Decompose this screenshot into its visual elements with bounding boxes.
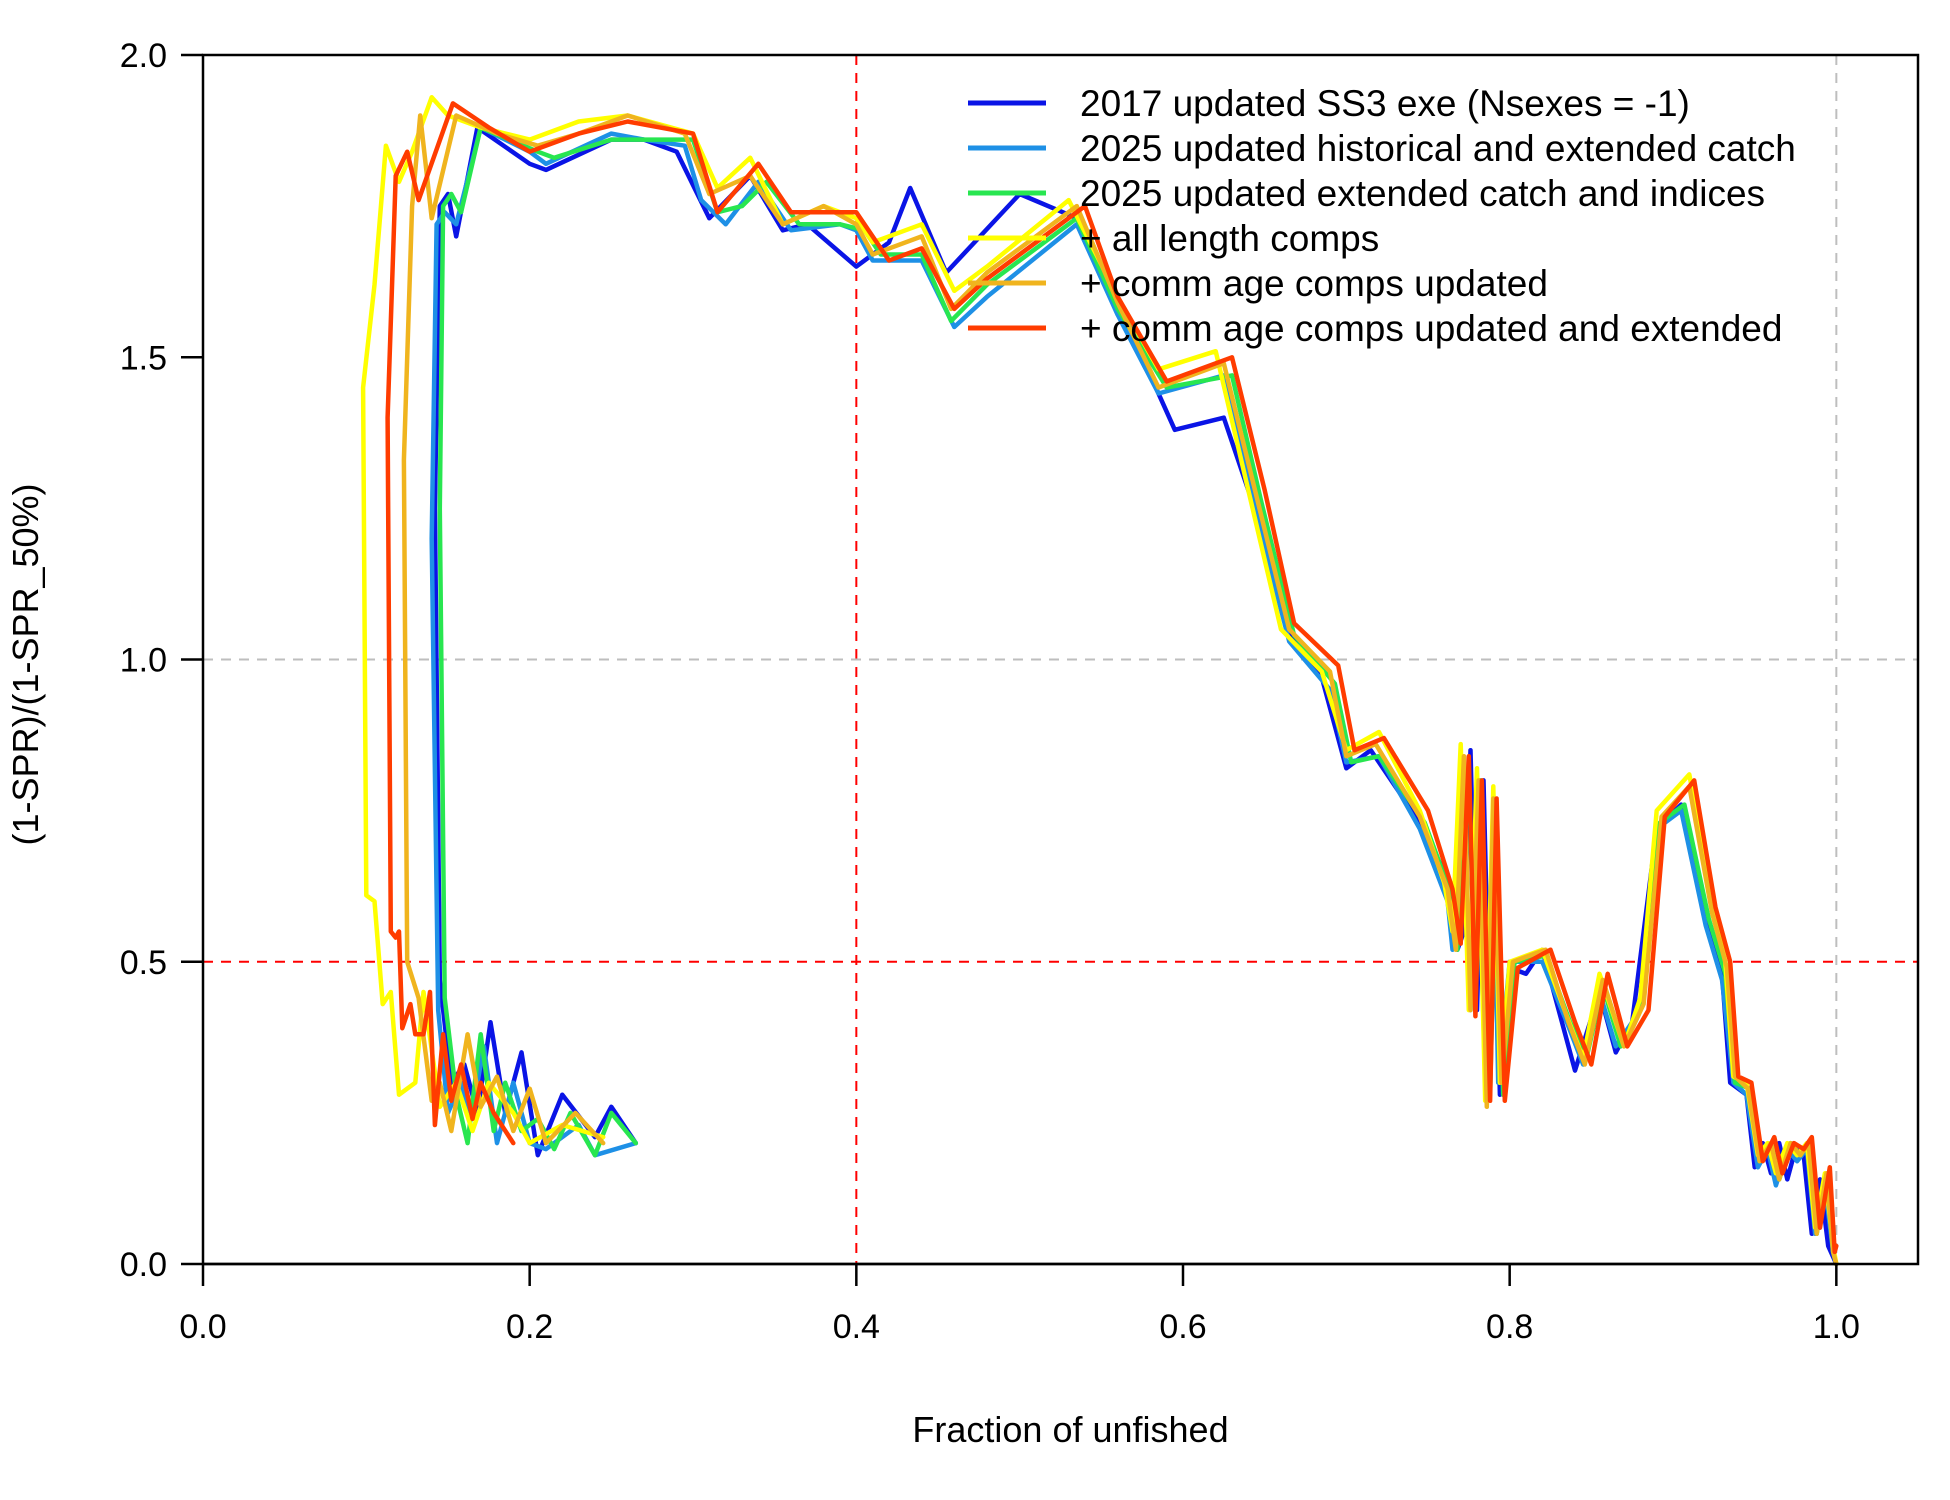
legend-label-4: + all length comps: [1080, 218, 1379, 259]
x-tick-label: 1.0: [1813, 1308, 1860, 1346]
y-tick-label: 2.0: [120, 37, 167, 75]
y-tick-label: 0.5: [120, 944, 167, 982]
series-layer: [360, 95, 1839, 1267]
y-axis-label: (1-SPR)/(1-SPR_50%): [5, 483, 46, 845]
series-line-3: [437, 125, 1839, 1267]
y-tick-label: 0.0: [120, 1246, 167, 1284]
y-axis: 0.0 0.5 1.0 1.5 2.0: [120, 37, 203, 1284]
series-line-6: [385, 101, 1839, 1255]
x-tick-label: 0.4: [833, 1308, 880, 1346]
legend-label-2: 2025 updated historical and extended cat…: [1080, 128, 1796, 169]
series-line-5: [401, 113, 1839, 1267]
legend-label-5: + comm age comps updated: [1080, 263, 1548, 304]
y-tick-label: 1.5: [120, 339, 167, 377]
x-tick-label: 0.6: [1159, 1308, 1206, 1346]
legend: 2017 updated SS3 exe (Nsexes = -1)2025 u…: [968, 83, 1796, 349]
legend-label-3: 2025 updated extended catch and indices: [1080, 173, 1765, 214]
legend-label-6: + comm age comps updated and extended: [1080, 308, 1782, 349]
x-axis: 0.0 0.2 0.4 0.6 0.8 1.0: [179, 1262, 1860, 1346]
series-line-2: [429, 125, 1839, 1267]
legend-label-1: 2017 updated SS3 exe (Nsexes = -1): [1080, 83, 1690, 124]
x-axis-label: Fraction of unfished: [912, 1409, 1228, 1450]
y-tick-label: 1.0: [120, 642, 167, 680]
x-tick-label: 0.2: [506, 1308, 553, 1346]
x-tick-label: 0.8: [1486, 1308, 1533, 1346]
reference-lines: [203, 55, 1918, 1264]
x-tick-label: 0.0: [179, 1308, 226, 1346]
